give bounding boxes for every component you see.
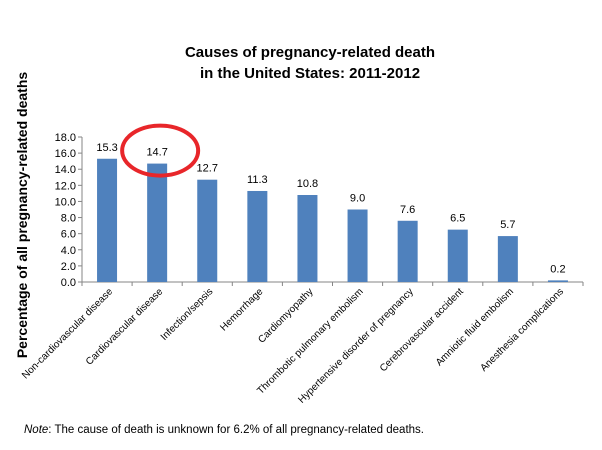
data-label: 10.8 (297, 178, 318, 190)
data-label: 6.5 (450, 213, 465, 225)
bar-3 (247, 190, 268, 282)
category-label: Anesthesia complications (479, 286, 567, 374)
note-text: : The cause of death is unknown for 6.2%… (48, 424, 424, 436)
category-label: Non-cardiovascular disease (20, 286, 115, 381)
category-label: Thrombotic pulmonary embolism (255, 286, 365, 396)
data-label: 9.0 (350, 193, 365, 205)
bar-6 (397, 220, 418, 282)
bar-4 (297, 195, 318, 282)
chart-title-line-2: in the United States: 2011-2012 (200, 65, 420, 82)
bar-8 (497, 236, 518, 282)
y-axis-label: Percentage of all pregnancy-related deat… (14, 72, 30, 359)
bar-5 (347, 209, 368, 282)
y-tick-label: 6.0 (61, 229, 76, 241)
category-label: Cerebrovascular accident (378, 286, 466, 374)
highlight-circle (120, 123, 201, 178)
y-tick-label: 0.0 (61, 277, 76, 289)
y-tick-label: 12.0 (55, 180, 76, 192)
data-label: 15.3 (96, 142, 117, 154)
y-tick-label: 16.0 (55, 148, 76, 160)
data-label: 12.7 (197, 163, 218, 175)
y-tick-label: 2.0 (61, 261, 76, 273)
bar-2 (197, 179, 218, 282)
bar-9 (547, 280, 568, 282)
bar-0 (97, 158, 118, 282)
data-label: 0.2 (550, 263, 565, 275)
data-label: 5.7 (500, 219, 515, 231)
y-tick-label: 18.0 (55, 132, 76, 144)
data-label: 7.6 (400, 204, 415, 216)
bar-7 (447, 229, 468, 282)
note-prefix: Note (24, 424, 48, 436)
category-label: Infection/sepsis (159, 286, 216, 343)
category-label: Hemorrhage (218, 286, 265, 333)
data-label: 14.7 (146, 147, 167, 159)
y-tick-label: 14.0 (55, 164, 76, 176)
bar-1 (147, 163, 168, 282)
footnote: Note: The cause of death is unknown for … (24, 424, 424, 436)
chart-title-line-1: Causes of pregnancy-related death (185, 44, 435, 61)
data-label: 11.3 (247, 174, 268, 186)
y-tick-label: 8.0 (61, 213, 76, 225)
y-tick-label: 4.0 (61, 245, 76, 257)
y-tick-label: 10.0 (55, 196, 76, 208)
